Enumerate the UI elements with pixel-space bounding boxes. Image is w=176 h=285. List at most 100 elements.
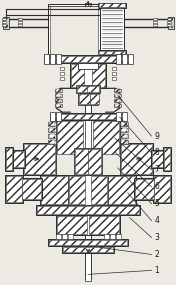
Bar [121, 134, 127, 138]
Bar [2, 21, 6, 23]
Bar [48, 128, 56, 132]
Bar [77, 86, 89, 92]
Bar [79, 94, 90, 104]
Bar [78, 93, 98, 105]
Bar [55, 99, 62, 102]
Bar [121, 144, 152, 174]
Bar [115, 94, 120, 97]
Bar [40, 175, 136, 205]
Bar [168, 17, 174, 28]
Bar [49, 140, 55, 144]
Bar [121, 122, 127, 126]
Bar [167, 21, 171, 23]
Bar [120, 128, 128, 132]
Bar [18, 24, 21, 26]
Bar [71, 64, 84, 87]
Bar [114, 99, 121, 102]
Bar [88, 149, 101, 174]
Bar [56, 148, 120, 175]
Bar [36, 205, 140, 215]
Bar [116, 54, 121, 64]
Bar [100, 4, 124, 53]
Bar [167, 18, 171, 20]
Bar [56, 215, 120, 235]
Text: 3: 3 [155, 233, 159, 242]
Bar [121, 128, 127, 132]
Text: 8: 8 [155, 148, 159, 157]
Bar [135, 179, 155, 199]
Bar [153, 24, 158, 26]
Text: 9: 9 [155, 132, 159, 141]
Bar [56, 104, 61, 107]
Bar [93, 121, 119, 154]
Bar [57, 121, 83, 154]
Bar [164, 148, 170, 170]
Bar [114, 94, 121, 97]
Bar [49, 122, 55, 126]
Bar [116, 112, 121, 121]
Bar [152, 151, 164, 167]
Bar [74, 148, 102, 175]
Bar [21, 178, 42, 200]
Bar [128, 54, 133, 64]
Bar [89, 216, 119, 233]
Bar [62, 247, 114, 253]
Bar [153, 18, 158, 20]
Bar [115, 89, 120, 92]
Text: 2: 2 [155, 250, 159, 259]
Bar [55, 89, 62, 92]
Bar [6, 148, 12, 170]
Bar [99, 3, 125, 7]
Text: 4: 4 [155, 216, 159, 225]
Text: 6: 6 [155, 182, 159, 191]
Bar [60, 77, 64, 80]
Bar [153, 175, 171, 203]
Bar [93, 176, 135, 204]
Bar [18, 18, 21, 20]
Bar [2, 24, 6, 26]
Bar [48, 4, 100, 58]
Bar [50, 6, 98, 56]
Bar [115, 104, 120, 107]
Bar [55, 94, 62, 97]
Bar [56, 94, 61, 97]
Bar [5, 175, 23, 203]
Bar [169, 18, 173, 28]
Bar [51, 114, 125, 119]
Bar [24, 144, 55, 174]
Bar [11, 150, 24, 168]
Bar [56, 99, 61, 102]
Bar [121, 140, 127, 144]
Bar [134, 178, 155, 200]
Bar [48, 122, 56, 126]
Bar [122, 54, 127, 64]
Bar [91, 176, 107, 204]
Bar [3, 17, 9, 28]
Bar [23, 143, 56, 175]
Bar [92, 64, 105, 87]
Bar [62, 233, 67, 239]
Bar [70, 63, 106, 88]
Bar [76, 85, 100, 93]
Bar [2, 18, 6, 20]
Bar [90, 94, 99, 104]
Bar [163, 147, 171, 171]
Bar [56, 233, 61, 239]
Bar [21, 179, 41, 199]
Bar [85, 3, 91, 281]
Bar [104, 233, 109, 239]
Bar [153, 21, 158, 23]
Bar [56, 120, 120, 155]
Bar [45, 56, 131, 62]
Bar [99, 52, 125, 54]
Bar [44, 54, 49, 64]
Bar [48, 134, 56, 138]
Bar [50, 113, 126, 120]
Bar [116, 233, 121, 239]
Bar [120, 134, 128, 138]
Bar [37, 206, 139, 214]
Bar [112, 77, 116, 80]
Bar [112, 72, 116, 75]
Bar [49, 128, 55, 132]
Bar [49, 239, 127, 245]
